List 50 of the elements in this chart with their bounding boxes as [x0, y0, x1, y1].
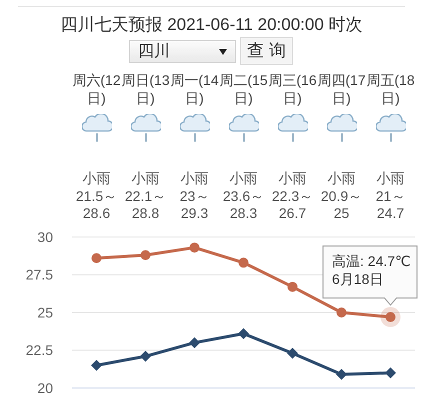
data-label: 20.9～ [320, 187, 364, 205]
point [336, 368, 347, 380]
point [336, 308, 346, 318]
text: 小雨 [228, 169, 258, 187]
search-button: 查询 [240, 37, 293, 65]
text: 小雨 [326, 169, 356, 187]
text: 小雨 [278, 169, 308, 187]
annotation: 高温: 24.7℃ 6月18日 [332, 253, 411, 288]
point [190, 242, 200, 253]
point [288, 282, 298, 292]
data-label: 23～ [178, 187, 210, 205]
data-label: 28.3 [228, 204, 258, 222]
data-label: 28.8 [130, 204, 160, 222]
point [91, 360, 102, 371]
chart-title: 四川七天预报 2021-06-11 20:00:00 时次 [59, 14, 364, 36]
data-label: 24.7 [376, 204, 406, 222]
data-label: 22.3～ [270, 187, 314, 205]
y-tick-label: 25 [37, 304, 54, 320]
point [140, 250, 150, 260]
y-tick-label: 30 [37, 228, 54, 245]
text: 周六(12日) [72, 72, 121, 106]
data-label: 22.1～ [124, 187, 168, 205]
text: 周五(18日) [366, 72, 415, 106]
text: 小雨 [130, 169, 160, 187]
data-label: 29.3 [180, 204, 210, 222]
text: 小雨 [180, 169, 210, 187]
y-tick-label: 27.5 [26, 266, 54, 283]
point [238, 328, 249, 340]
text: 周一(14日) [170, 72, 219, 106]
data-label: 26.7 [278, 204, 308, 222]
y-tick-label: 20 [37, 380, 54, 396]
text: 小雨 [82, 169, 112, 187]
point [92, 253, 102, 264]
text: 周二(15日) [219, 72, 268, 106]
text: 周四(17日) [317, 72, 366, 106]
dropdown-field: 四川 [129, 40, 236, 63]
data-label: 21～ [374, 187, 406, 205]
data-label: 28.6 [82, 204, 112, 222]
point [287, 348, 298, 359]
y-tick-label: 22.5 [26, 342, 54, 358]
point [385, 367, 396, 378]
text: 周三(16日) [268, 72, 317, 106]
point [189, 337, 200, 348]
text: 周日(13日) [121, 72, 170, 106]
data-label: 21.5～ [74, 187, 118, 205]
point [238, 258, 248, 268]
data-label: 23.6～ [222, 187, 266, 205]
data-label: 25 [332, 204, 350, 222]
point [140, 350, 151, 362]
text: 小雨 [376, 169, 406, 187]
